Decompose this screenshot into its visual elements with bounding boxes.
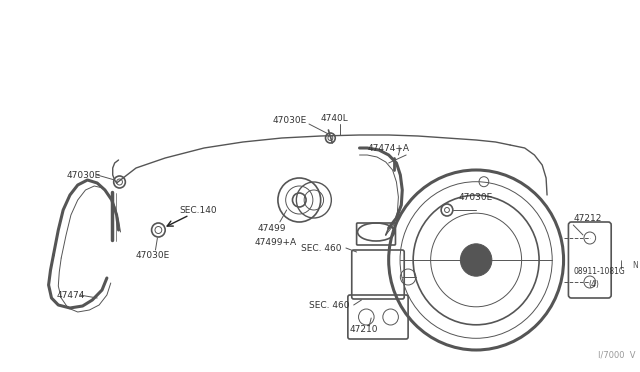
Text: SEC. 460: SEC. 460 <box>301 244 342 253</box>
Text: 47499: 47499 <box>257 224 286 232</box>
Text: 47030E: 47030E <box>66 170 100 180</box>
Text: 47474+A: 47474+A <box>367 144 410 153</box>
Text: (4): (4) <box>589 279 600 289</box>
Text: 08911-1081G: 08911-1081G <box>573 267 625 276</box>
Text: 47030E: 47030E <box>459 192 493 202</box>
Text: 47030E: 47030E <box>272 115 307 125</box>
Text: 47210: 47210 <box>350 326 378 334</box>
Text: 47030E: 47030E <box>136 250 170 260</box>
Text: 47474: 47474 <box>56 291 84 299</box>
Text: SEC.140: SEC.140 <box>180 205 218 215</box>
Text: N: N <box>632 260 638 269</box>
Text: I/7000  V: I/7000 V <box>598 351 635 360</box>
Circle shape <box>460 244 492 276</box>
Text: 4740L: 4740L <box>321 113 348 122</box>
Text: 47212: 47212 <box>573 214 602 222</box>
Text: 47499+A: 47499+A <box>255 237 297 247</box>
Text: SEC. 460: SEC. 460 <box>309 301 349 310</box>
